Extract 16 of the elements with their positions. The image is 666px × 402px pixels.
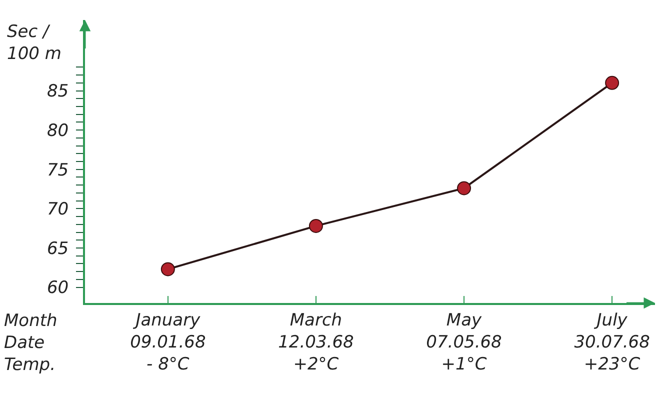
y-tick-label: 65 xyxy=(46,238,69,259)
y-tick-label: 80 xyxy=(46,121,69,142)
x-tick-label: May 07.05.68 +1°C xyxy=(426,310,502,375)
y-tick-label: 85 xyxy=(46,82,69,102)
y-tick-label: 75 xyxy=(46,160,69,180)
x-tick-label: July 30.07.68 +23°C xyxy=(574,310,650,375)
y-axis-title: Sec / 100 m xyxy=(7,22,62,64)
point xyxy=(457,181,472,196)
y-tick-label: 60 xyxy=(46,278,69,298)
point xyxy=(308,218,323,233)
y-tick-label: 70 xyxy=(46,200,69,220)
text: Month Date Temp. xyxy=(4,311,58,376)
point xyxy=(160,262,175,276)
x-tick-label: January 09.01.68 - 8°C xyxy=(130,310,206,375)
point xyxy=(605,76,620,90)
x-tick-label: March 12.03.68 +2°C xyxy=(278,310,354,375)
